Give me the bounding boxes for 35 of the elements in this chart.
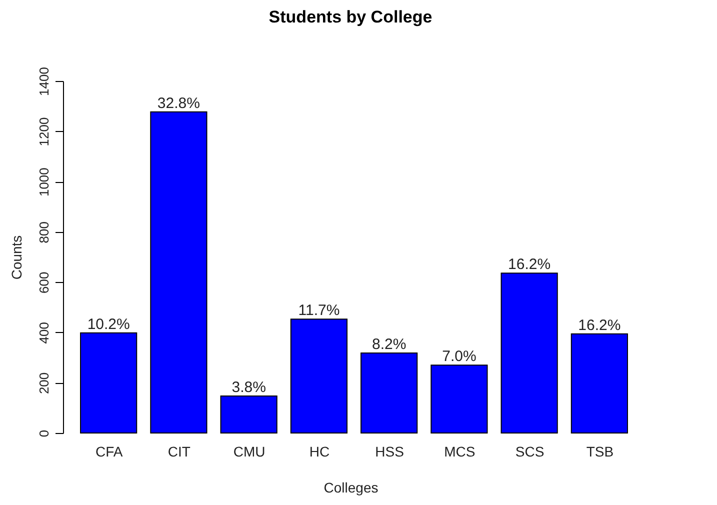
y-tick-label: 1400: [36, 67, 52, 96]
x-axis-title: Colleges: [324, 480, 378, 496]
bar: [500, 272, 558, 434]
x-tick-label: TSB: [586, 444, 614, 460]
x-tick-label: MCS: [444, 444, 476, 460]
bar: [430, 364, 488, 434]
x-tick-label: SCS: [515, 444, 544, 460]
annotation: 8.2%: [372, 336, 406, 354]
x-tick-label: CMU: [233, 444, 266, 460]
y-tick-label: 800: [36, 222, 52, 244]
bar: [80, 332, 138, 434]
x-tick-label: HC: [309, 444, 330, 460]
x-tick-label: CIT: [168, 444, 191, 460]
y-tick-label: 1000: [36, 168, 52, 197]
y-axis-title: Counts: [8, 235, 24, 280]
annotation: 32.8%: [157, 94, 200, 112]
annotation: 11.7%: [298, 302, 340, 320]
bar: [220, 396, 278, 434]
bar: [570, 333, 628, 434]
annotation: 10.2%: [87, 316, 130, 333]
y-tick-label: 200: [36, 372, 52, 394]
annotation: 3.8%: [232, 379, 266, 396]
x-tick-label: CFA: [95, 444, 124, 460]
y-tick-label: 0: [36, 430, 52, 438]
bar: [150, 111, 208, 434]
y-tick-label: 400: [36, 322, 52, 344]
x-tick-label: HSS: [375, 444, 404, 460]
bar: [360, 352, 418, 434]
chart-title: Students by College: [268, 8, 432, 27]
annotation: 7.0%: [442, 348, 476, 366]
annotation: 16.2%: [508, 256, 551, 274]
bar: [290, 318, 348, 434]
y-tick-label: 600: [36, 272, 52, 294]
annotation: 16.2%: [578, 316, 621, 334]
y-tick-label: 1200: [36, 117, 52, 146]
